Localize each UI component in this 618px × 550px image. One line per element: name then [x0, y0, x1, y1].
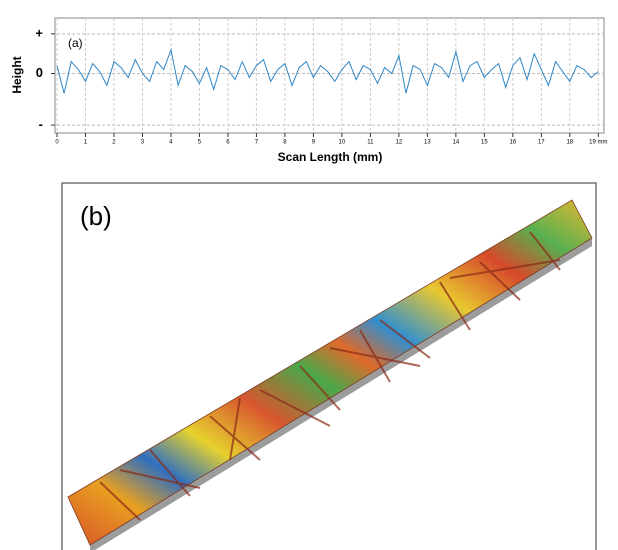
x-tick-label: 15 [481, 140, 488, 146]
surface-image: (b) [61, 182, 597, 550]
x-tick-label: 14 [453, 140, 460, 146]
x-tick-label: 18 [566, 140, 573, 146]
x-tick-label: 6 [226, 140, 230, 146]
strip-edge [90, 238, 592, 550]
y-axis-label: Height [10, 56, 24, 93]
x-tick-label: 17 [538, 140, 545, 146]
panel-label: (a) [68, 36, 83, 50]
x-tick-label: 4 [169, 140, 173, 146]
x-tick-label: 9 [312, 140, 316, 146]
panel-label: (b) [80, 201, 112, 231]
profile-line [56, 47, 599, 94]
x-tick-label: 11 [367, 140, 374, 146]
x-axis-label: Scan Length (mm) [278, 150, 383, 164]
y-tick-label: - [39, 117, 43, 132]
x-tick-label: 13 [424, 140, 431, 146]
y-tick-label: 0 [36, 65, 43, 80]
plot-frame [54, 17, 605, 134]
x-tick-label: 2 [112, 140, 116, 146]
x-tick-label: 5 [198, 140, 202, 146]
fiber-texture [99, 231, 561, 521]
profile-chart: (a) Scan Length (mm) Height +0-0 1 2 3 4 5 6 7 8… [10, 17, 607, 164]
x-tick-label: 3 [141, 140, 145, 146]
x-tick-label: 1 [84, 140, 88, 146]
x-tick-label: 19 mm [589, 140, 607, 146]
x-tick-label: 12 [396, 140, 403, 146]
surface-strip [67, 199, 593, 546]
x-tick-label: 8 [283, 140, 287, 146]
y-tick-label: + [35, 25, 43, 40]
x-tick-label: 10 [339, 140, 346, 146]
x-tick-label: 16 [509, 140, 516, 146]
x-tick-label: 7 [255, 140, 259, 146]
x-tick-label: 0 [55, 140, 59, 146]
